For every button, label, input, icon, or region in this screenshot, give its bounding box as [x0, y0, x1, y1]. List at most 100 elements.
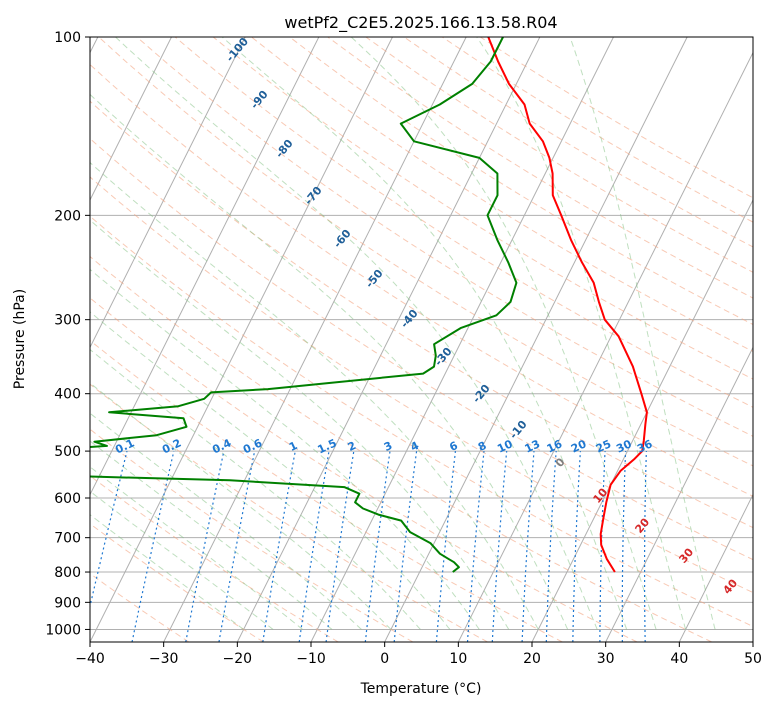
isotherm-line: [236, 37, 541, 642]
moist-adiabat-line: [90, 93, 569, 630]
profile-lines: [90, 37, 648, 573]
dry-adiabat-line: [90, 137, 753, 561]
dry-adiabat-line: [212, 37, 753, 380]
background-lines: [90, 37, 753, 642]
mixing-ratio-line: [185, 450, 225, 642]
isotherm-line: [384, 37, 688, 642]
dry-adiabat-line: [480, 37, 753, 199]
plot-frame: [89, 36, 754, 643]
moist-adiabat-label: 40: [720, 576, 740, 596]
dry-adiabat-label: -100: [223, 35, 251, 65]
dry-adiabat-label: -50: [363, 267, 386, 291]
moist-adiabat-line: [90, 412, 362, 630]
x-tick-label: 50: [744, 651, 762, 667]
y-tick-label: 300: [54, 313, 81, 329]
y-tick-label: 1000: [45, 622, 81, 638]
mixing-ratio-line: [364, 451, 391, 642]
mixing-ratio-label: 30: [614, 437, 634, 455]
temperature-profile-line: [487, 37, 648, 573]
x-tick-label: 30: [597, 651, 615, 667]
x-tick-label: 0: [380, 651, 389, 667]
dry-adiabat-line: [90, 63, 753, 497]
mixing-ratio-label: 10: [495, 437, 515, 455]
dry-adiabat-line: [403, 37, 753, 248]
mixing-ratio-label: 36: [635, 437, 655, 455]
dewpoint-profile-line: [90, 37, 518, 573]
dry-adiabat-line: [365, 37, 753, 273]
mixing-ratio-label: 25: [594, 437, 613, 455]
moist-adiabat-line: [90, 311, 451, 630]
mixing-ratio-line: [545, 451, 557, 642]
y-tick-label: 900: [54, 595, 81, 611]
mixing-ratio-label: 3: [382, 439, 394, 454]
mixing-ratio-label: 16: [545, 437, 565, 455]
mixing-ratio-label: 20: [569, 437, 589, 455]
y-tick-label: 500: [54, 444, 81, 460]
moist-adiabat-line: [90, 268, 480, 630]
mixing-ratio-label: 0.6: [241, 436, 264, 456]
moist-adiabat-line: [90, 514, 244, 630]
mixing-ratio-line: [218, 450, 256, 642]
y-tick-label: 700: [54, 531, 81, 547]
isotherm-line: [90, 37, 393, 642]
mixing-ratio-line: [90, 450, 128, 609]
x-tick-label: −30: [149, 651, 179, 667]
mixing-ratio-line: [131, 450, 175, 642]
isotherm-line: [605, 346, 753, 642]
mixing-ratio-line: [298, 450, 330, 642]
moist-adiabat-line: [115, 37, 598, 630]
isotherm-line: [90, 37, 246, 349]
dry-adiabat-line: [90, 383, 488, 642]
mixing-ratio-label: 6: [447, 439, 460, 454]
dry-adiabat-line: [90, 339, 563, 642]
dry-adiabat-line: [90, 523, 264, 642]
moist-adiabat-line: [90, 382, 392, 630]
dry-adiabat-line: [98, 37, 753, 467]
mixing-ratio-line: [325, 451, 355, 642]
moist-adiabat-line: [90, 490, 274, 630]
chart-title: wetPf2_C2E5.2025.166.13.58.R04: [284, 13, 557, 33]
moist-adiabat-line: [90, 466, 303, 630]
dry-adiabat-line: [90, 100, 753, 529]
dry-adiabat-label: -60: [331, 227, 354, 251]
dry-adiabat-line: [90, 475, 339, 642]
moist-adiabat-line: [476, 37, 687, 630]
isotherm-line: [163, 37, 467, 642]
x-tick-label: −10: [296, 651, 326, 667]
dry-adiabat-label: -10: [507, 418, 530, 442]
x-tick-label: −20: [223, 651, 253, 667]
moist-adiabat-line: [221, 37, 628, 630]
dry-adiabat-label: -20: [470, 382, 493, 406]
x-axis-label: Temperature (°C): [360, 681, 482, 697]
y-axis-label: Pressure (hPa): [12, 289, 28, 389]
dry-adiabat-line: [327, 37, 753, 299]
moist-adiabat-line: [569, 37, 716, 630]
moist-adiabat-line: [90, 440, 333, 630]
mixing-ratio-line: [621, 451, 627, 642]
dry-adiabat-line: [90, 176, 753, 594]
isotherm-line: [752, 640, 753, 642]
y-tick-label: 200: [54, 208, 81, 224]
isotherm-line: [90, 37, 172, 202]
moist-adiabat-line: [90, 161, 539, 630]
moist-adiabat-line: [350, 37, 657, 630]
moist-adiabat-label: 20: [632, 515, 652, 535]
dry-adiabat-line: [90, 215, 753, 628]
isotherm-line: [457, 51, 753, 642]
isotherm-line: [678, 493, 753, 642]
dry-adiabat-line: [90, 572, 190, 642]
isotherm-line: [531, 198, 753, 642]
dry-adiabat-line: [251, 37, 753, 353]
x-tick-label: 40: [670, 651, 688, 667]
isotherm-line: [90, 37, 320, 496]
y-tick-label: 600: [54, 491, 81, 507]
moist-adiabat-label: 30: [676, 545, 696, 565]
moist-adiabat-line: [90, 219, 510, 630]
dry-adiabat-label: -90: [248, 88, 271, 112]
x-tick-label: −40: [75, 651, 105, 667]
mixing-ratio-label: 1: [287, 439, 299, 454]
moist-adiabat-label: 10: [590, 485, 610, 505]
dry-adiabat-label: -40: [398, 307, 421, 331]
x-tick-label: 10: [449, 651, 467, 667]
